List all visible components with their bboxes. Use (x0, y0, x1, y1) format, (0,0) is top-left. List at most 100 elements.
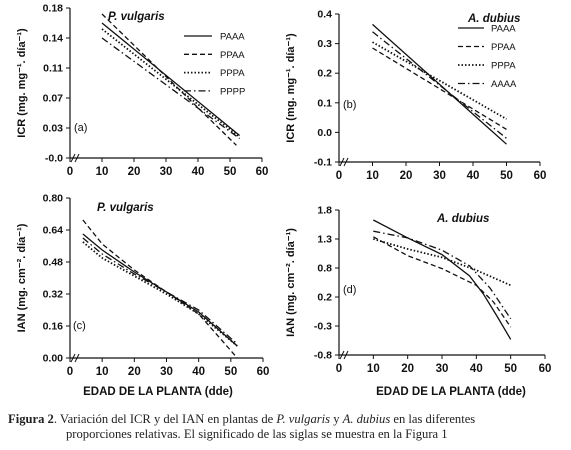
panel-title: P. vulgaris (97, 202, 154, 214)
x-tick-label: 40 (192, 366, 205, 378)
chart-panel-d: -0.8 -0.3 0.2 0.8 1.3 1.8 0 10 20 30 40 50 60 IAN (mg… (285, 205, 551, 399)
x-tick-label: 0 (336, 363, 342, 375)
x-tick-label: 20 (400, 170, 413, 182)
y-tick-label: 1.8 (317, 205, 332, 217)
y-tick-label: 0.2 (317, 292, 332, 304)
x-tick-label: 10 (367, 363, 380, 375)
x-axis-label: EDAD DE LA PLANTA (dde) (83, 386, 233, 398)
x-tick-label: 40 (470, 363, 483, 375)
y-tick-label: 0.3 (317, 38, 332, 50)
panel-title: A. dubius (436, 213, 489, 225)
caption-label: Figura 2 (8, 412, 54, 426)
caption-text-2: y (330, 412, 343, 426)
legend-label-paaa: PAAA (220, 32, 245, 43)
series-line-aaaa (373, 230, 512, 320)
series-line-paaa (82, 233, 238, 347)
x-tick-label: 20 (128, 366, 141, 378)
legend-label-ppaa: PPAA (220, 50, 245, 61)
y-tick-label: 0.80 (43, 193, 64, 205)
figure-panels: -0.0 0.03 0.07 0.11 0.14 0.18 0 10 20 30 40 50 60 ICR… (16, 3, 551, 399)
axis-break-mark (339, 157, 349, 167)
y-tick-label: 0.14 (43, 33, 64, 45)
legend-label-pppa: PPPA (220, 68, 245, 79)
x-tick-label: 0 (336, 170, 342, 182)
series-line-ppaa (372, 47, 507, 130)
caption-line-2: proporciones relativas. El significado d… (66, 427, 448, 441)
y-tick-label: 0.03 (43, 123, 64, 135)
y-tick-label: 0.18 (43, 3, 64, 15)
panel-title: A. dubius (467, 13, 520, 25)
x-tick-label: 60 (257, 366, 270, 378)
y-axis-label: ICR (mg. mg⁻¹. día⁻¹) (285, 33, 297, 143)
x-tick-label: 0 (67, 366, 73, 378)
x-tick-label: 10 (96, 166, 109, 178)
y-tick-label: 0.0 (317, 127, 332, 139)
x-tick-label: 30 (433, 170, 446, 182)
axis-break-mark (70, 353, 80, 363)
y-axis-label: ICR (mg. mg⁻¹. día⁻¹) (16, 28, 28, 138)
series-line-paaa (101, 22, 241, 137)
series-line-paaa (372, 219, 512, 340)
series-line-pppa (372, 41, 507, 120)
y-tick-label: 0.2 (317, 68, 332, 80)
series-line-pppa (82, 241, 238, 347)
x-tick-label: 50 (224, 166, 237, 178)
y-tick-label: 0.16 (43, 321, 64, 333)
series-line-ppaa (101, 13, 237, 146)
caption-text-1: . Variación del ICR y del IAN en plantas… (53, 412, 277, 426)
x-tick-label: 50 (504, 363, 517, 375)
axis-break-mark (339, 350, 349, 360)
y-tick-label: 0.48 (43, 257, 64, 269)
panel-label: (c) (73, 320, 86, 332)
x-tick-label: 30 (436, 363, 449, 375)
series-line-pppp (101, 37, 240, 140)
y-tick-label: 0.64 (43, 225, 64, 237)
series-line-pppp (82, 237, 238, 345)
y-tick-label: 1.3 (317, 234, 332, 246)
legend-label-ppaa: PPAA (491, 42, 516, 53)
y-tick-label: 0.11 (43, 63, 63, 75)
x-tick-label: 40 (192, 166, 205, 178)
x-tick-label: 50 (500, 170, 513, 182)
legend-label-pppa: PPPA (491, 61, 516, 72)
axis-break-mark (70, 153, 80, 163)
y-tick-label: 0.8 (317, 263, 332, 275)
y-tick-label: 0.4 (317, 9, 332, 21)
x-tick-label: 50 (224, 366, 237, 378)
chart-panel-a: -0.0 0.03 0.07 0.11 0.14 0.18 0 10 20 30 40 50 60 ICR… (16, 3, 268, 179)
x-tick-label: 10 (96, 366, 109, 378)
x-axis-label: EDAD DE LA PLANTA (dde) (376, 386, 526, 398)
caption-text-3: en las diferentes (390, 412, 476, 426)
y-axis-label: IAN (mg. cm⁻². día⁻¹) (16, 223, 28, 332)
panel-label: (d) (343, 284, 356, 296)
y-tick-label: -0.1 (314, 157, 332, 169)
y-tick-label: -0.8 (314, 350, 332, 362)
y-tick-label: 0.07 (43, 93, 64, 105)
panel-label: (a) (74, 122, 87, 134)
series-line-paaa (372, 23, 507, 145)
x-tick-label: 10 (366, 170, 379, 182)
x-tick-label: 30 (160, 366, 173, 378)
x-tick-label: 0 (67, 166, 73, 178)
y-tick-label: 0.00 (43, 353, 64, 365)
series-line-pppa (101, 28, 241, 138)
figure-caption: Figura 2. Variación del ICR y del IAN en… (8, 412, 564, 442)
x-tick-label: 60 (539, 363, 552, 375)
x-tick-label: 20 (401, 363, 414, 375)
chart-panel-c: 0.00 0.16 0.32 0.48 0.64 0.80 0 10 20 30 40 50 60 IAN… (16, 193, 269, 399)
x-tick-label: 20 (128, 166, 141, 178)
y-axis-label: IAN (mg. cm⁻². día⁻¹) (285, 228, 297, 337)
x-tick-label: 60 (256, 166, 269, 178)
x-tick-label: 40 (467, 170, 480, 182)
y-tick-label: 0.32 (43, 289, 64, 301)
series-line-ppaa (82, 219, 238, 359)
series-line-pppa (373, 238, 512, 287)
series-line-ppaa (372, 236, 512, 328)
legend-label-aaaa: AAAA (491, 79, 517, 90)
y-tick-label: -0.0 (45, 153, 63, 165)
caption-species-1: P. vulgaris (276, 412, 331, 426)
y-tick-label: 0.1 (317, 97, 332, 109)
x-tick-label: 30 (160, 166, 173, 178)
y-tick-label: -0.3 (314, 321, 332, 333)
caption-species-2: A. dubius (342, 412, 391, 426)
